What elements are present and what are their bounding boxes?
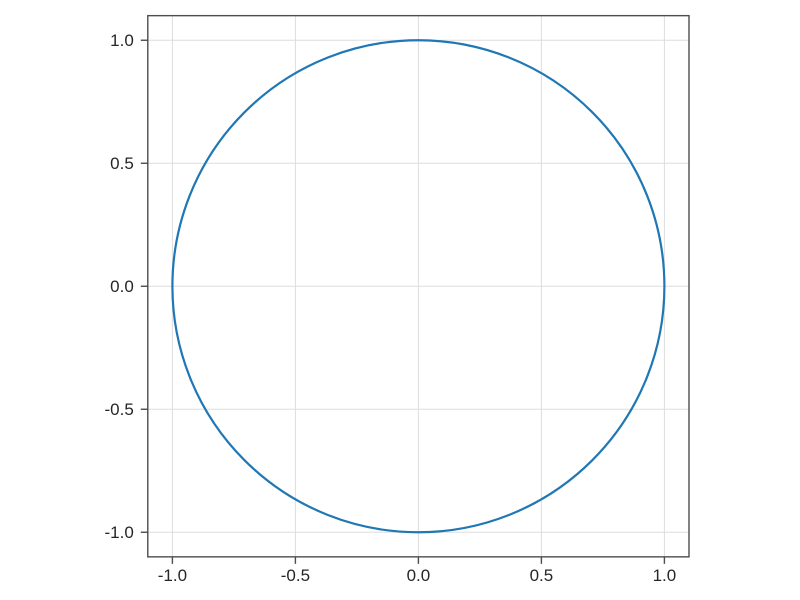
svg-text:0.0: 0.0 bbox=[110, 277, 134, 296]
svg-text:0.0: 0.0 bbox=[407, 566, 431, 585]
svg-text:-0.5: -0.5 bbox=[281, 566, 310, 585]
svg-text:-1.0: -1.0 bbox=[158, 566, 187, 585]
svg-text:1.0: 1.0 bbox=[653, 566, 677, 585]
svg-text:-1.0: -1.0 bbox=[105, 523, 134, 542]
svg-text:-0.5: -0.5 bbox=[105, 400, 134, 419]
svg-text:0.5: 0.5 bbox=[110, 154, 134, 173]
svg-text:1.0: 1.0 bbox=[110, 31, 134, 50]
svg-text:0.5: 0.5 bbox=[530, 566, 554, 585]
